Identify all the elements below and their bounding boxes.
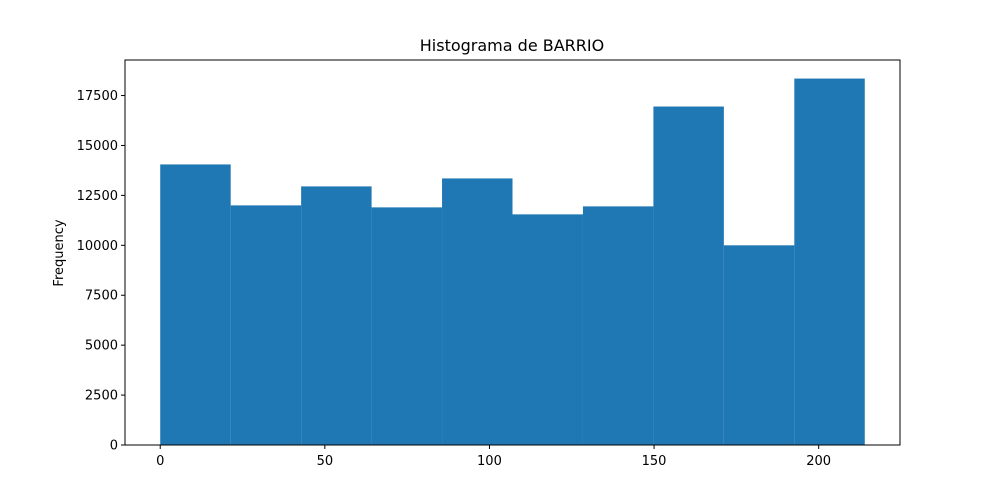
histogram-bar-3 [301,186,372,445]
x-tick-label: 100 [477,454,502,469]
y-tick-label: 10000 [77,239,118,254]
x-tick-label: 0 [156,454,164,469]
histogram-bar-6 [512,214,583,445]
histogram-bar-5 [442,178,513,445]
histogram-bar-8 [653,106,724,445]
x-tick-label: 50 [317,454,334,469]
y-tick-label: 2500 [85,389,118,404]
y-tick-label: 15000 [77,139,118,154]
histogram-bar-2 [230,205,302,445]
x-tick-label: 200 [806,454,831,469]
x-axis-ticks: 0 50 100 150 200 [156,445,831,469]
x-tick-label: 150 [642,454,667,469]
y-tick-label: 5000 [85,339,118,354]
plot-area-frame [124,59,901,446]
histogram-bar-10 [794,78,865,446]
y-tick-label: 17500 [77,89,118,104]
chart-title: Histograma de BARRIO [420,36,604,55]
histogram-bar-7 [582,206,654,445]
histogram-bar-4 [371,207,443,445]
histogram-bar-9 [723,245,795,445]
y-axis-ticks: 0 2500 5000 7500 10000 12500 15000 17500 [77,89,125,454]
y-tick-label: 7500 [85,289,118,304]
histogram-bar-1 [160,164,231,445]
bars-group [160,78,865,446]
y-tick-label: 0 [110,439,118,454]
y-tick-label: 12500 [77,189,118,204]
y-axis-label: Frequency [52,219,67,286]
